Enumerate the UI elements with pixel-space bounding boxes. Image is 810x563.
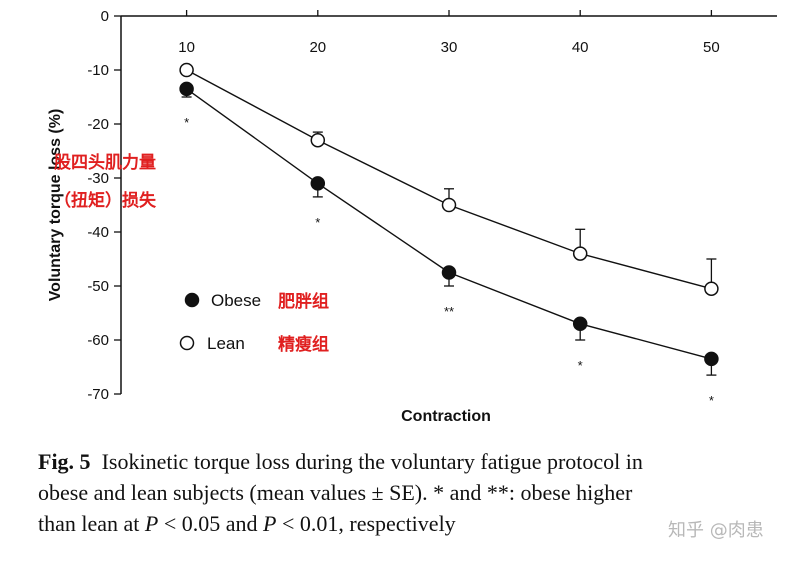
overlay-title-line2: （扭矩）损失 (54, 190, 157, 211)
legend-obese-label: Obese (211, 291, 261, 310)
caption-line3-a: than lean at (38, 511, 145, 536)
caption-line3-c: < 0.01, respectively (276, 511, 456, 536)
x-axis-label: Contraction (401, 408, 491, 425)
significance-mark: * (315, 215, 320, 230)
obese-point (441, 265, 457, 280)
significance-marks: ****** (184, 115, 714, 408)
legend: Obese 肥胖组 Lean 精瘦组 (179, 291, 329, 355)
figure-caption: Fig. 5 Isokinetic torque loss during the… (38, 446, 788, 539)
series-group (179, 62, 719, 376)
lean-point (441, 197, 457, 213)
x-tick-label: 40 (572, 39, 589, 56)
y-tick-label: -50 (87, 278, 109, 295)
y-tick-label: 0 (101, 8, 109, 25)
x-tick-label: 20 (309, 39, 326, 56)
lean-series-line (186, 69, 712, 290)
legend-lean-label: Lean (207, 334, 245, 353)
obese-point (179, 81, 194, 97)
caption-fig-label: Fig. 5 (38, 449, 91, 474)
caption-line2: obese and lean subjects (mean values ± S… (38, 480, 633, 505)
y-tick-label: -10 (87, 62, 109, 79)
lean-point (310, 132, 326, 148)
caption-line3-b: < 0.05 and (158, 511, 264, 536)
axes (114, 10, 777, 395)
lean-point (179, 62, 194, 78)
legend-lean-cn-label: 精瘦组 (278, 334, 329, 355)
significance-mark: * (184, 115, 189, 130)
significance-mark: * (578, 358, 583, 373)
legend-obese-marker (184, 292, 200, 308)
watermark: 知乎 @肉患 (668, 520, 764, 541)
overlay-title-line1: 股四头肌力量 (54, 152, 156, 173)
x-tick-labels: 10 20 30 40 50 (178, 39, 719, 56)
obese-point (704, 351, 719, 367)
caption-line1: Isokinetic torque loss during the volunt… (101, 449, 643, 474)
y-tick-label: -70 (87, 386, 109, 403)
significance-mark: * (709, 393, 714, 408)
torque-loss-chart: 0-10-20-30-40-50-60-70 10 20 30 40 50 ******… (47, 8, 777, 425)
caption-p-symbol-2: P (263, 511, 277, 536)
y-tick-label: -40 (87, 224, 109, 241)
legend-obese-cn-label: 肥胖组 (278, 291, 329, 312)
obese-point (572, 316, 588, 332)
y-tick-labels: 0 -10 -20 -30 -40 -50 -60 -70 (87, 8, 109, 403)
x-tick-label: 50 (703, 39, 720, 56)
x-tick-label: 10 (178, 39, 195, 56)
y-tick-label: -30 (87, 170, 109, 187)
lean-point (572, 246, 588, 261)
y-tick-label: -20 (87, 116, 109, 133)
legend-lean-marker (179, 335, 195, 351)
significance-mark: ** (444, 304, 454, 319)
y-axis-label: Voluntary torque loss (%) (47, 109, 64, 302)
x-tick-label: 30 (441, 39, 458, 56)
y-tick-label: -60 (87, 332, 109, 349)
lean-point (704, 281, 719, 296)
caption-p-symbol-1: P (144, 511, 159, 536)
obese-point (310, 176, 326, 191)
